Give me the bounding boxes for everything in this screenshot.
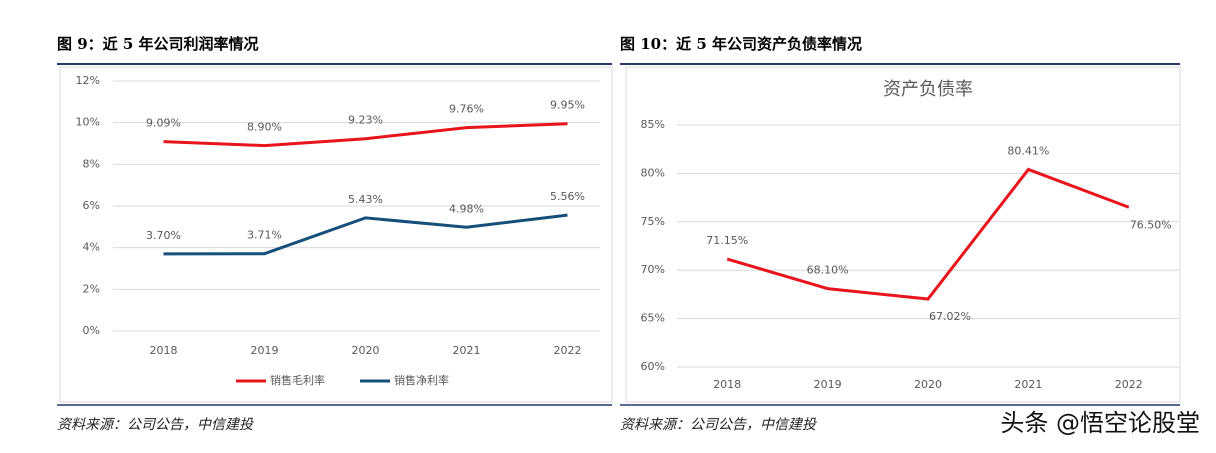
- chart-frame: [625, 66, 1181, 403]
- data-label: 5.56%: [550, 190, 585, 203]
- line: [163, 213, 568, 256]
- watermark: 头条 @悟空论股堂: [1000, 409, 1200, 437]
- y-tick-label: 80%: [641, 166, 665, 179]
- x-tick-label: 2018: [150, 344, 178, 357]
- caption: 图 10：近 5 年公司资产负债率情况: [620, 35, 862, 53]
- data-label: 3.71%: [247, 229, 282, 242]
- y-tick-label: 8%: [83, 157, 100, 170]
- data-label: 9.95%: [550, 99, 585, 112]
- y-tick-label: 70%: [641, 263, 665, 276]
- x-tick-label: 2021: [1014, 378, 1042, 391]
- data-label: 67.02%: [929, 310, 971, 323]
- legend-label: 销售净利率: [394, 373, 449, 387]
- chart-frame: [59, 66, 613, 403]
- x-tick-label: 2019: [814, 378, 842, 391]
- y-tick-label: 12%: [76, 74, 100, 87]
- y-tick-label: 10%: [76, 116, 100, 129]
- x-tick-label: 2022: [554, 344, 582, 357]
- data-label: 68.10%: [807, 264, 849, 277]
- y-tick-label: 6%: [83, 199, 100, 212]
- y-tick-label: 75%: [641, 215, 665, 228]
- legend-label: 销售毛利率: [270, 373, 325, 387]
- y-tick-label: 65%: [641, 312, 665, 325]
- y-tick-label: 85%: [641, 118, 665, 131]
- x-tick-label: 2021: [453, 344, 481, 357]
- data-label: 4.98%: [449, 202, 484, 215]
- y-tick-label: 0%: [83, 324, 100, 337]
- x-tick-label: 2019: [251, 344, 279, 357]
- data-label: 9.23%: [348, 114, 383, 127]
- source: 资料来源：公司公告，中信建投: [57, 417, 255, 433]
- x-tick-label: 2022: [1115, 378, 1143, 391]
- y-tick-label: 60%: [641, 360, 665, 373]
- data-label: 9.09%: [146, 117, 181, 130]
- source: 资料来源：公司公告，中信建投: [620, 417, 818, 433]
- data-label: 8.90%: [247, 121, 282, 134]
- line: [163, 122, 568, 148]
- y-tick-label: 4%: [83, 241, 100, 254]
- chart-title: 资产负债率: [883, 79, 973, 100]
- line: [726, 167, 1130, 301]
- data-label: 80.41%: [1007, 144, 1049, 157]
- data-label: 76.50%: [1130, 218, 1172, 231]
- y-tick-label: 2%: [83, 282, 100, 295]
- data-label: 9.76%: [449, 103, 484, 116]
- data-label: 71.15%: [706, 234, 748, 247]
- x-tick-label: 2018: [713, 378, 741, 391]
- caption: 图 9：近 5 年公司利润率情况: [57, 35, 259, 53]
- x-tick-label: 2020: [352, 344, 380, 357]
- x-tick-label: 2020: [914, 378, 942, 391]
- data-label: 3.70%: [146, 229, 181, 242]
- data-label: 5.43%: [348, 193, 383, 206]
